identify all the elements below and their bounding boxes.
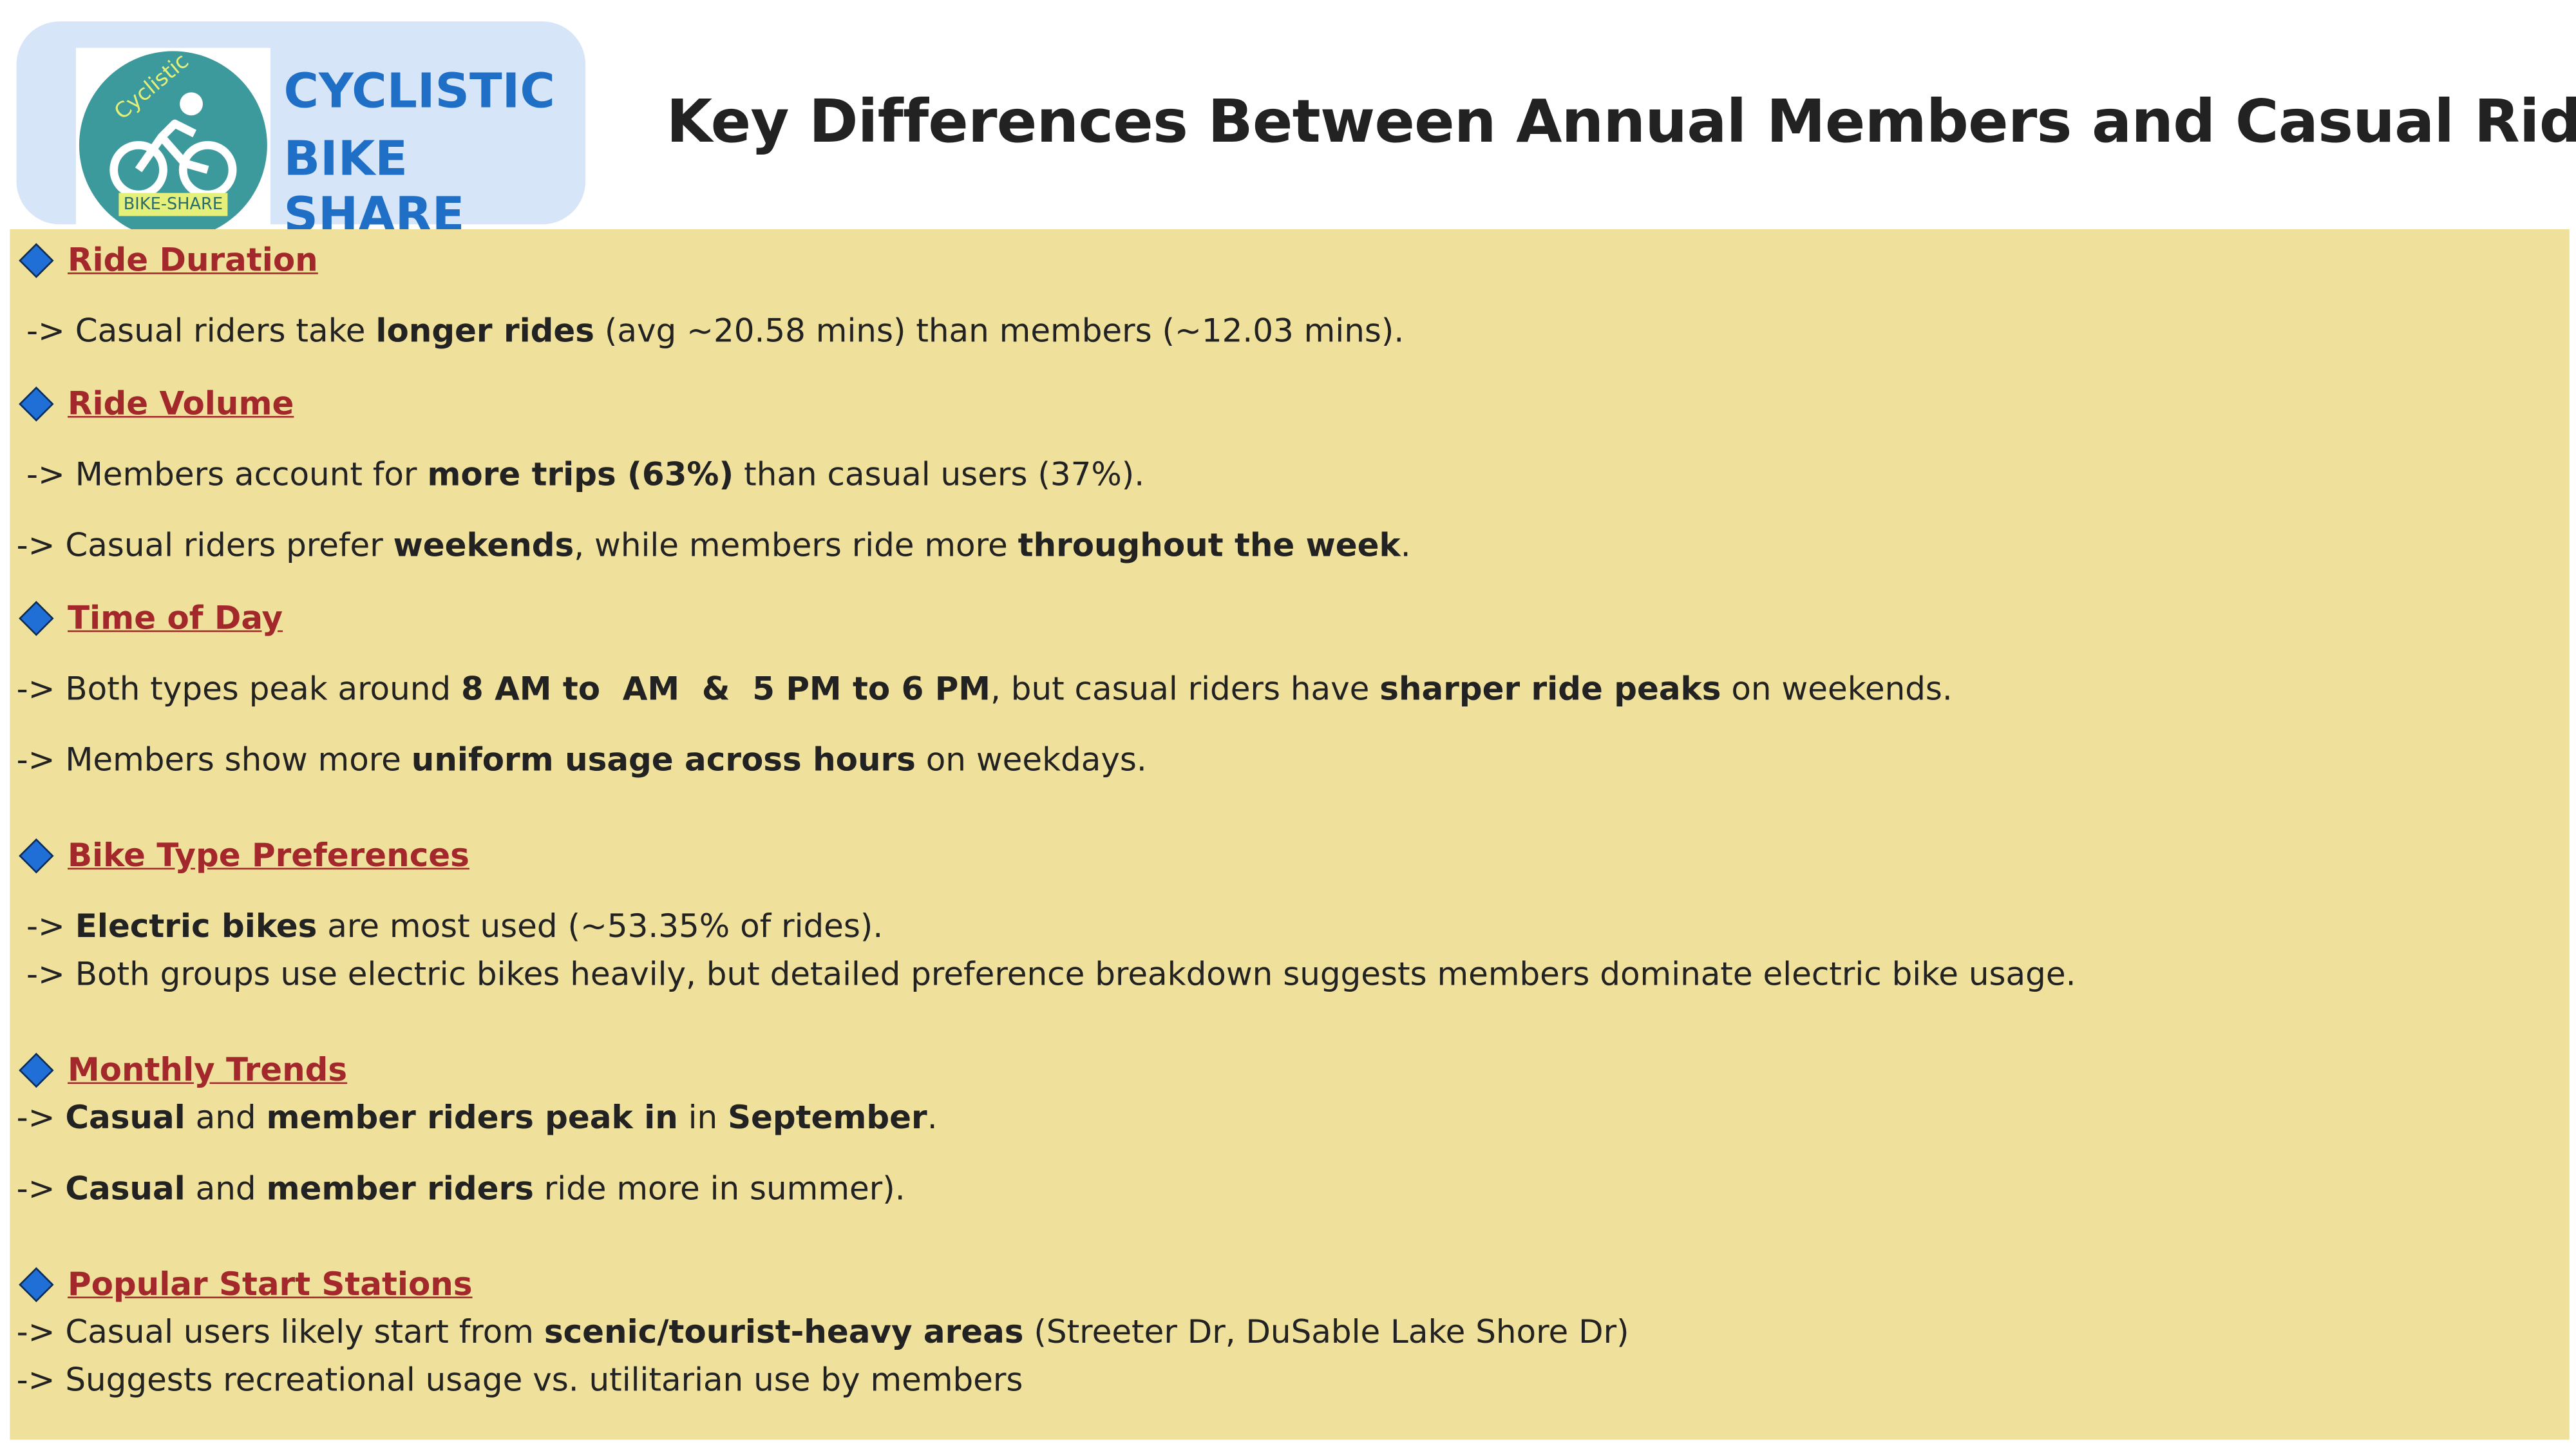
text-run: and: [185, 1099, 267, 1137]
text-run: (avg ~20.58 mins) than members (~12.03 m…: [594, 312, 1405, 350]
emphasis: 8 AM to AM & 5 PM to 6 PM: [460, 670, 991, 708]
emphasis: weekends: [393, 526, 574, 565]
text-run: on weekdays.: [915, 741, 1147, 779]
text-run: ->: [16, 1170, 66, 1208]
text-run: on weekends.: [1721, 670, 1953, 708]
emphasis: September: [728, 1099, 927, 1137]
slide-title: Key Differences Between Annual Members a…: [666, 89, 2576, 157]
emphasis: Electric bikes: [75, 907, 317, 945]
text-run: in: [677, 1099, 728, 1137]
text-run: -> Casual riders prefer: [16, 526, 393, 565]
logo-badge: BIKE-SHARE: [124, 194, 223, 214]
text-run: ->: [16, 1099, 66, 1137]
text-run: -> Casual riders take: [26, 312, 376, 350]
text-line: -> Electric bikes are most used (~53.35%…: [26, 911, 883, 943]
emphasis: more trips (63%): [427, 455, 734, 494]
text-line: -> Casual and member riders ride more in…: [17, 1173, 905, 1205]
text-run: than casual users (37%).: [734, 455, 1145, 494]
text-run: -> Members account for: [26, 455, 428, 494]
logo: Cyclistic BIKE-SHARE: [75, 48, 270, 243]
text-run: .: [1400, 526, 1411, 565]
text-line: -> Casual riders take longer rides (avg …: [26, 315, 1404, 348]
logo-box: Cyclistic BIKE-SHARE CYCLISTIC BIKE SHAR…: [16, 21, 586, 243]
bullet-diamond: [19, 1267, 54, 1303]
bullet-diamond: [19, 243, 54, 278]
text-run: are most used (~53.35% of rides).: [317, 907, 884, 945]
section-heading: Ride Duration: [67, 241, 318, 279]
bullet-diamond: [19, 838, 54, 874]
text-line: -> Both groups use electric bikes heavil…: [26, 958, 2076, 990]
text-run: (Streeter Dr, DuSable Lake Shore Dr): [1023, 1313, 1629, 1351]
bullet-diamond: [19, 601, 54, 636]
emphasis: Casual: [65, 1099, 185, 1137]
text-run: -> Suggests recreational usage vs. utili…: [16, 1361, 1023, 1399]
text-line: -> Members show more uniform usage acros…: [17, 744, 1147, 777]
emphasis: member riders peak in: [266, 1099, 678, 1137]
brand-line: BIKE SHARE: [283, 130, 465, 243]
text-run: , while members ride more: [574, 526, 1018, 565]
text-run: and: [185, 1170, 267, 1208]
emphasis: longer rides: [375, 312, 595, 350]
emphasis: sharper ride peaks: [1379, 670, 1721, 708]
text-run: , but casual riders have: [990, 670, 1380, 708]
text-line: -> Casual and member riders peak in in S…: [17, 1102, 938, 1134]
text-line: -> Casual riders prefer weekends, while …: [16, 526, 1411, 565]
emphasis: scenic/tourist-heavy areas: [544, 1313, 1024, 1351]
text-line: -> Casual users likely start from scenic…: [17, 1316, 1629, 1349]
section-heading: Popular Start Stations: [67, 1265, 473, 1303]
section-heading: Bike Type Preferences: [67, 836, 469, 875]
text-run: -> Members show more: [16, 741, 412, 779]
bullet-diamond: [19, 386, 54, 422]
content-panel: Ride Duration -> Casual riders take longe…: [10, 229, 2570, 1440]
text-line: -> Members account for more trips (63%) …: [26, 459, 1144, 491]
text-run: ride more in summer).: [533, 1170, 905, 1208]
section-heading: Time of Day: [67, 599, 283, 638]
bullet-diamond: [19, 1052, 54, 1088]
text-run: -> Both groups use electric bikes heavil…: [26, 955, 2076, 994]
text-run: -> Both types peak around: [16, 670, 461, 708]
text-run: .: [927, 1099, 938, 1137]
emphasis: member riders: [266, 1170, 534, 1208]
brand-line: CYCLISTIC: [283, 62, 555, 119]
emphasis: throughout the week: [1018, 526, 1401, 565]
emphasis: Casual: [65, 1170, 185, 1208]
text-line: -> Suggests recreational usage vs. utili…: [17, 1364, 1023, 1396]
text-line: -> Both types peak around 8 AM to AM & 5…: [17, 673, 1953, 705]
text-run: ->: [26, 907, 75, 945]
section-heading: Ride Volume: [67, 384, 294, 423]
text-run: -> Casual users likely start from: [16, 1313, 544, 1351]
emphasis: uniform usage across hours: [411, 741, 916, 779]
section-heading: Monthly Trends: [67, 1050, 348, 1089]
